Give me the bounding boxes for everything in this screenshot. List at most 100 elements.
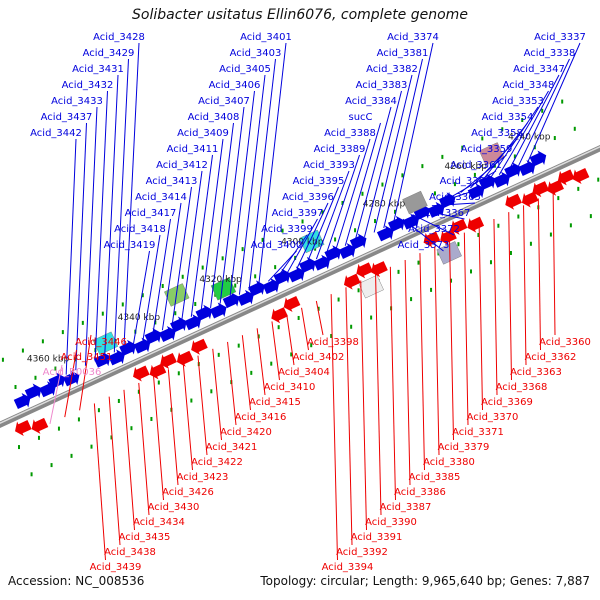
- forward-gene-arrow: [478, 173, 496, 190]
- gene-label-bottom: Acid_3392: [336, 547, 388, 558]
- forward-gene-arrow: [222, 292, 240, 309]
- label-connector-top: [200, 138, 224, 313]
- label-connector-bottom: [345, 287, 353, 546]
- track-guide-dot: [290, 352, 293, 357]
- label-connector-top: [287, 218, 318, 273]
- track-guide-dot: [110, 435, 113, 440]
- track-guide-dot: [577, 186, 580, 191]
- label-connector-top: [518, 58, 570, 167]
- track-guide-dot: [210, 389, 213, 394]
- track-guide-dot: [477, 232, 480, 237]
- label-connector-top: [84, 106, 98, 366]
- reverse-gene-arrow: [160, 352, 177, 369]
- track-guide-dot: [130, 426, 133, 431]
- gene-label-bottom: Acid_3363: [510, 367, 562, 378]
- label-connector-top: [248, 58, 276, 291]
- label-connector-bottom: [227, 341, 237, 426]
- label-connector-top: [229, 90, 255, 300]
- track-guide-dot: [21, 348, 24, 353]
- forward-gene-arrow: [467, 183, 485, 200]
- reverse-gene-arrow: [572, 168, 590, 185]
- label-connector-bottom: [271, 321, 280, 381]
- reverse-gene-arrow: [176, 350, 194, 367]
- track-guide-dot: [90, 444, 93, 449]
- track-guide-dot: [117, 398, 120, 403]
- label-connector-bottom: [79, 334, 92, 411]
- track-guide-dot: [421, 164, 424, 169]
- label-connector-bottom: [523, 205, 527, 366]
- kbp-tick-label: 4260 kbp: [445, 162, 488, 172]
- reverse-gene-arrow: [133, 365, 150, 382]
- label-connector-top: [470, 138, 518, 189]
- track-guide-dot: [190, 398, 193, 403]
- reverse-gene-arrow: [467, 216, 485, 233]
- reverse-gene-arrow: [343, 273, 361, 290]
- gene-label-top: Acid_3431: [72, 64, 124, 75]
- track-guide-dot: [493, 163, 496, 168]
- label-connector-top: [123, 42, 140, 348]
- track-guide-dot: [61, 330, 64, 335]
- label-connector-top: [450, 170, 497, 198]
- track-guide-dot: [57, 426, 60, 431]
- label-connector-bottom: [419, 253, 425, 471]
- track-guide-dot: [241, 247, 244, 252]
- forward-gene-arrow: [338, 242, 356, 259]
- gene-label-bottom: Acid_3360: [539, 337, 591, 348]
- track-guide-dot: [70, 453, 73, 458]
- gene-label-top: Acid_3388: [324, 128, 376, 139]
- forward-gene-arrow: [287, 266, 305, 283]
- accession-text: Accession: NC_008536: [8, 574, 145, 588]
- forward-gene-arrow: [24, 383, 42, 400]
- track-guide-dot: [150, 416, 153, 421]
- gene-label-bottom: Acid_3368: [496, 382, 548, 393]
- forward-gene-arrow: [273, 268, 291, 285]
- track-guide-dot: [297, 315, 300, 320]
- gene-label-top: Acid_3407: [198, 96, 250, 107]
- label-connector-top: [267, 250, 297, 282]
- track-guide-dot: [374, 219, 377, 224]
- track-guide-dot: [17, 445, 20, 450]
- track-guide-dot: [281, 228, 284, 233]
- track-guide-dot: [497, 223, 500, 228]
- forward-gene-arrow: [518, 159, 536, 176]
- gene-label-top: Acid_3414: [135, 192, 187, 203]
- gene-label-bottom: Acid_3422: [191, 457, 243, 468]
- gene-label-bottom: Acid_3394: [322, 562, 374, 573]
- label-connector-bottom: [182, 362, 193, 471]
- gene-label-top: Acid_3374: [387, 32, 439, 43]
- gene-label-top: Acid_3429: [83, 48, 135, 59]
- gene-label-bottom: Acid_3421: [206, 442, 258, 453]
- label-connector-bottom: [508, 212, 512, 381]
- gene-label-top: Acid_3364: [440, 176, 492, 187]
- label-connector-bottom: [389, 266, 396, 501]
- reverse-gene-arrow: [557, 169, 575, 186]
- track-guide-dot: [557, 196, 560, 201]
- label-connector-bottom: [375, 273, 382, 516]
- feature-box: [436, 241, 462, 265]
- reverse-gene-arrow: [31, 417, 49, 434]
- gene-label-bottom: Acid_3386: [394, 487, 446, 498]
- label-connector-top: [190, 154, 213, 317]
- gene-label-bottom: Acid_3438: [104, 547, 156, 558]
- gene-label-top: Acid_3348: [503, 80, 555, 91]
- label-connector-top: [383, 58, 423, 229]
- track-guide-dot: [521, 118, 524, 123]
- label-connector-bottom: [167, 369, 179, 486]
- track-guide-dot: [317, 306, 320, 311]
- track-guide-dot: [137, 389, 140, 394]
- label-connector-bottom: [330, 294, 338, 561]
- label-connector-top: [104, 74, 119, 357]
- track-guide-dot: [310, 343, 313, 348]
- feature-box: [402, 190, 428, 215]
- forward-gene-arrow: [133, 337, 151, 354]
- track-guide-dot: [541, 108, 544, 113]
- reverse-gene-arrow: [271, 307, 288, 324]
- track-guide-dot: [401, 173, 404, 178]
- label-connector-bottom: [301, 307, 309, 351]
- gene-label-bottom: Acid_3398: [307, 337, 359, 348]
- label-connector-top: [498, 90, 549, 175]
- track-guide-dot: [334, 237, 337, 242]
- track-guide-dot: [597, 177, 600, 182]
- gene-label-bottom: Acid_3434: [133, 517, 185, 528]
- track-guide-dot: [217, 352, 220, 357]
